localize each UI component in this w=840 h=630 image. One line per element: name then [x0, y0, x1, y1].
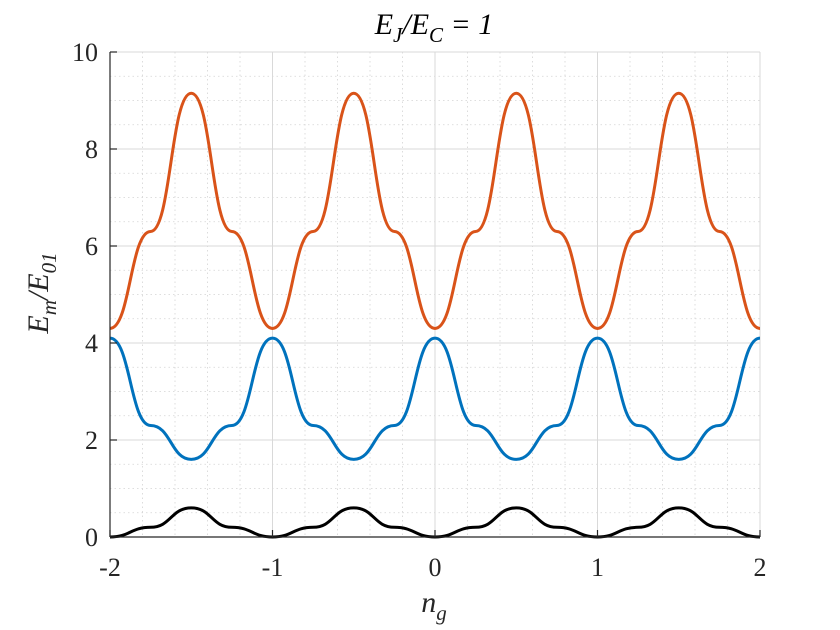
- x-tick-label: -1: [262, 553, 284, 582]
- x-tick-label: 0: [429, 553, 442, 582]
- axes: [109, 51, 761, 538]
- y-axis-label: Em/E01: [22, 252, 61, 334]
- y-tick-label: 10: [72, 38, 98, 67]
- y-tick-label: 4: [85, 329, 98, 358]
- x-tick-label: -2: [99, 553, 121, 582]
- tick-labels: -2 -1 0 1 2 0 2 4 6 8 10: [72, 38, 767, 582]
- y-tick-label: 6: [85, 232, 98, 261]
- x-axis-label: ng: [421, 586, 447, 625]
- x-tick-label: 2: [754, 553, 767, 582]
- series-line-2: [109, 91, 761, 330]
- chart-title: EJ/EC = 1: [374, 8, 494, 47]
- y-tick-label: 2: [85, 426, 98, 455]
- y-tick-label: 0: [85, 523, 98, 552]
- series-line-1: [109, 336, 761, 461]
- y-tick-label: 8: [85, 135, 98, 164]
- x-tick-label: 1: [591, 553, 604, 582]
